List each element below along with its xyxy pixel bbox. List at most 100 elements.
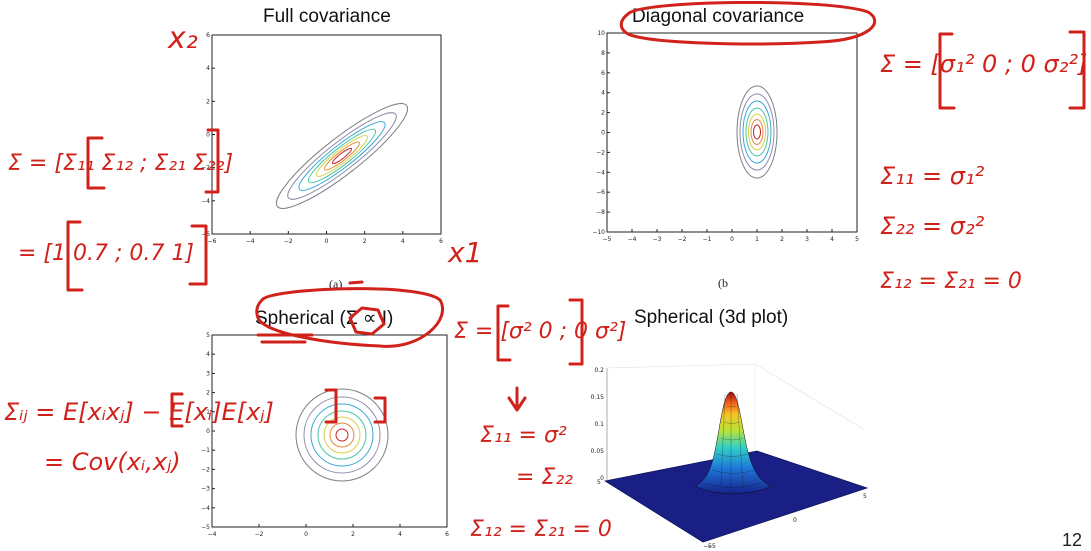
diag-xtick-label: −5 xyxy=(603,236,612,243)
spherical-3d-plot: 0.20.150.10.05050−5−505 xyxy=(591,363,869,549)
diag-ytick-label: 10 xyxy=(597,30,605,37)
diag-ytick-label: 6 xyxy=(601,70,605,77)
sph-ytick-label: −3 xyxy=(201,486,210,493)
diag-ytick-label: 8 xyxy=(601,50,605,57)
ink-dash-near-a xyxy=(348,280,364,285)
sph3d-xtick-label: 5 xyxy=(863,493,867,500)
ink-bracket-val-left xyxy=(66,220,84,292)
diag-ytick-label: −8 xyxy=(596,209,605,216)
sph-xtick-label: 2 xyxy=(351,531,355,538)
ink-bracket-full-right xyxy=(204,128,220,194)
diag-xtick-label: 0 xyxy=(730,236,734,243)
ink-bracket-exp xyxy=(170,388,387,428)
diag-ytick-label: −4 xyxy=(596,169,605,176)
ink-underline-spherical xyxy=(256,333,314,344)
caption-b: (b xyxy=(718,276,728,290)
full-xtick-label: 2 xyxy=(363,238,367,245)
ink-bracket-full-left xyxy=(86,136,106,190)
diag-xtick-label: −3 xyxy=(653,236,662,243)
ink-label-x2: x₂ xyxy=(167,21,198,56)
diag-xtick-label: 5 xyxy=(855,236,859,243)
diag-xtick-label: 2 xyxy=(780,236,784,243)
full-xtick-label: 4 xyxy=(401,238,405,245)
full-ytick-label: 0 xyxy=(206,132,210,139)
ink-sph-eq3: Σ₁₂ = Σ₂₁ = 0 xyxy=(470,517,612,542)
diag-xtick-label: −4 xyxy=(628,236,637,243)
ink-arrow-down xyxy=(507,386,527,412)
full-xtick-label: 6 xyxy=(439,238,443,245)
ink-circle-spherical-title xyxy=(255,287,444,348)
ink-diag-sigma: Σ = [σ₁² 0 ; 0 σ₂²] xyxy=(880,50,1087,78)
diag-xtick-label: 4 xyxy=(830,236,834,243)
diag-ytick-label: −2 xyxy=(596,149,605,156)
sph-ytick-label: 3 xyxy=(206,370,210,377)
sph-ytick-label: 5 xyxy=(206,332,210,339)
sph-xtick-label: −4 xyxy=(208,531,217,538)
diag-ytick-label: −6 xyxy=(596,189,605,196)
sph3d-ztick-label: 0.15 xyxy=(591,394,605,401)
sph3d-xtick-label: −5 xyxy=(707,543,716,549)
sph-ytick-label: 4 xyxy=(206,351,210,358)
sph-ytick-label: −5 xyxy=(201,524,210,531)
spherical-3d-title: Spherical (3d plot) xyxy=(634,307,789,328)
sph3d-xtick-label: 0 xyxy=(793,517,797,524)
ink-diag-eq3: Σ₁₂ = Σ₂₁ = 0 xyxy=(880,269,1022,294)
sph-xtick-label: 0 xyxy=(304,531,308,538)
ink-full-sigma-val: = [1 0.7 ; 0.7 1] xyxy=(18,241,194,266)
sph-xtick-label: −2 xyxy=(255,531,264,538)
diag-xtick-label: 1 xyxy=(755,236,759,243)
full-xtick-label: 0 xyxy=(325,238,329,245)
ink-bracket-sph-right xyxy=(568,298,584,366)
sph-ytick-label: 1 xyxy=(206,409,210,416)
ink-bracket-diag-left xyxy=(938,32,956,110)
ink-label-x1: x1 xyxy=(447,236,482,269)
sph-ytick-label: −2 xyxy=(201,466,210,473)
sph3d-ztick-label: 0.2 xyxy=(594,367,604,374)
sph-ytick-label: 2 xyxy=(206,390,210,397)
sph-ytick-label: 0 xyxy=(206,428,210,435)
ink-sph-sigma: Σ = [σ² 0 ; 0 σ²] xyxy=(454,319,626,344)
ink-diag-eq1: Σ₁₁ = σ₁² xyxy=(880,162,985,190)
diagonal-covariance-title: Diagonal covariance xyxy=(632,6,805,27)
full-xtick-label: −4 xyxy=(246,238,255,245)
page-number: 12 xyxy=(1062,530,1083,550)
diag-xtick-label: −1 xyxy=(703,236,712,243)
sph-ytick-label: −1 xyxy=(201,447,210,454)
ink-bracket-val-right xyxy=(188,224,208,286)
sph3d-ytick-label: 5 xyxy=(597,479,601,486)
diag-xtick-label: 3 xyxy=(805,236,809,243)
sph-ytick-label: −4 xyxy=(201,505,210,512)
diag-ytick-label: 2 xyxy=(601,110,605,117)
ink-bracket-sph-left xyxy=(496,304,512,362)
full-ytick-label: −2 xyxy=(201,165,210,172)
ink-sph-eq1: Σ₁₁ = σ² xyxy=(480,423,567,448)
ink-bracket-diag-right xyxy=(1068,30,1086,110)
sph3d-ztick-label: 0 xyxy=(600,475,604,482)
diag-ytick-label: 0 xyxy=(601,130,605,137)
full-ytick-label: 4 xyxy=(206,65,210,72)
sph-xtick-label: 4 xyxy=(398,531,402,538)
sph3d-ztick-label: 0.1 xyxy=(594,421,604,428)
full-ytick-label: 6 xyxy=(206,32,210,39)
spherical-title: Spherical (Σ ∝ I) xyxy=(255,308,394,329)
ink-cov-def2: = Cov(xᵢ,xⱼ) xyxy=(44,448,181,476)
full-ytick-label: −4 xyxy=(201,198,210,205)
sph-xtick-label: 6 xyxy=(445,531,449,538)
ink-circle-diagonal-title xyxy=(619,0,877,46)
ink-diag-eq2: Σ₂₂ = σ₂² xyxy=(880,212,985,240)
diag-ytick-label: 4 xyxy=(601,90,605,97)
ink-hexagon-sigma xyxy=(348,306,386,336)
ink-cov-def1: Σᵢⱼ = E[xᵢxⱼ] − E[xᵢ]E[xⱼ] xyxy=(4,398,274,426)
full-xtick-label: −6 xyxy=(208,238,217,245)
full-ytick-label: 2 xyxy=(206,98,210,105)
sph3d-ytick-label: −5 xyxy=(703,543,712,549)
full-xtick-label: −2 xyxy=(284,238,293,245)
ink-full-sigma-def: Σ = [Σ₁₁ Σ₁₂ ; Σ₂₁ Σ₂₂] xyxy=(8,151,233,176)
sph3d-ztick-label: 0.05 xyxy=(591,448,605,455)
ink-sph-eq2: = Σ₂₂ xyxy=(516,465,573,490)
diag-ytick-label: −10 xyxy=(592,229,605,236)
